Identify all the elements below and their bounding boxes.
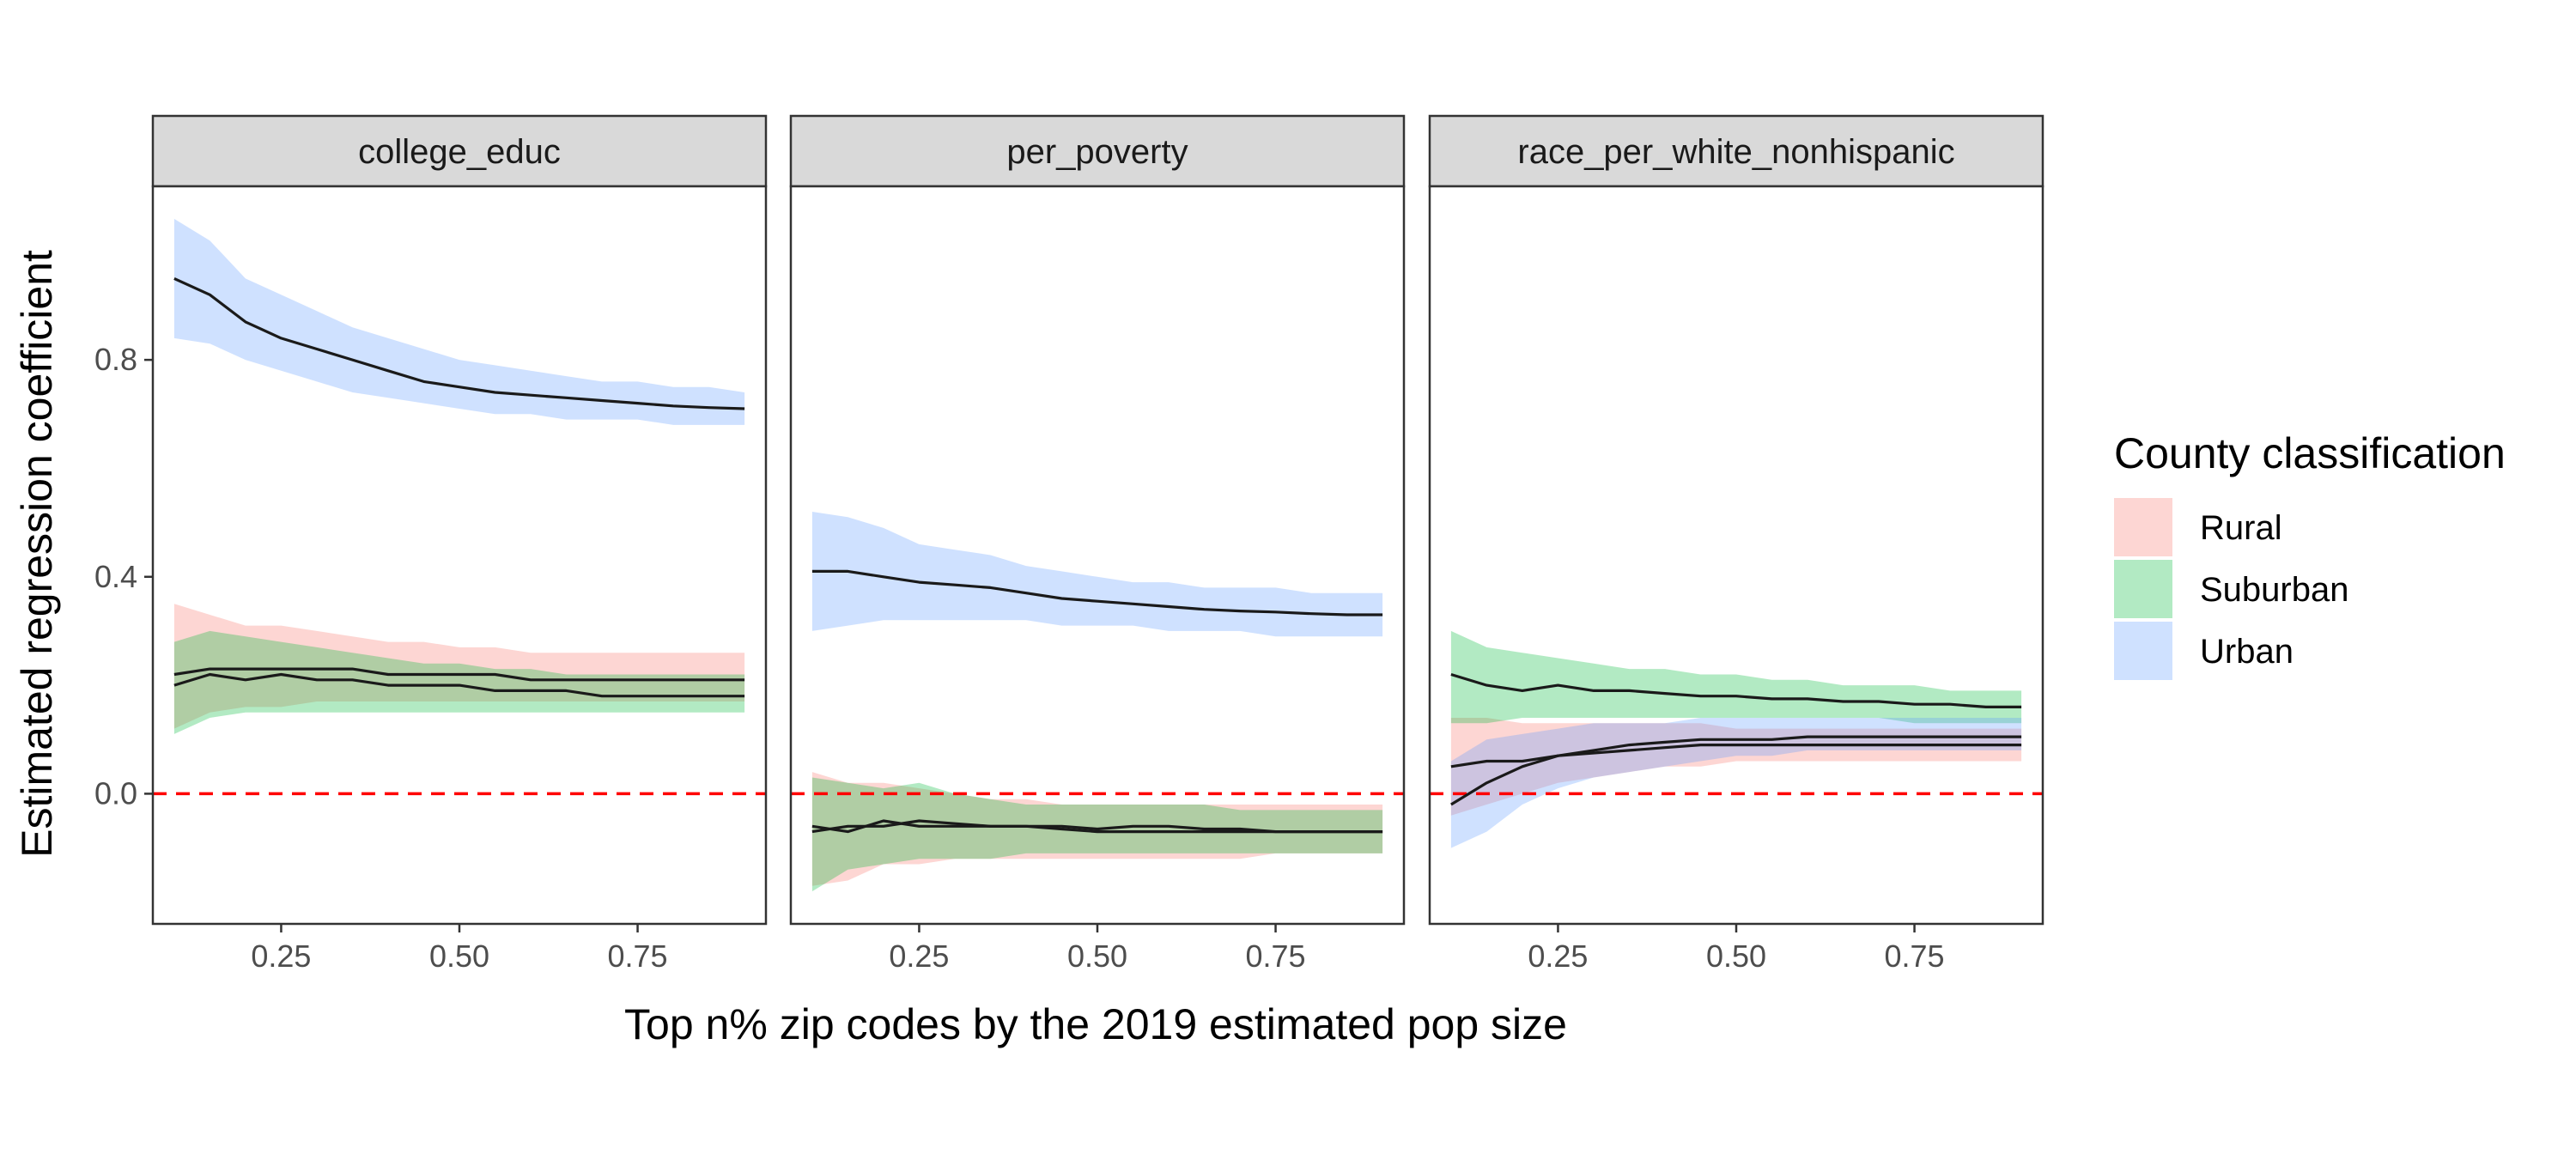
- x-axis-title: Top n% zip codes by the 2019 estimated p…: [624, 1000, 1567, 1048]
- y-axis-title: Estimated regression coefficient: [13, 250, 61, 858]
- facet-strip-label: race_per_white_nonhispanic: [1517, 133, 1954, 171]
- plot-background: [1430, 186, 2043, 924]
- y-tick-label: 0.8: [94, 342, 137, 377]
- facet-strip: [1428, 114, 2044, 188]
- series-line-urban: [811, 569, 1383, 616]
- series-line-suburban: [1450, 672, 2022, 709]
- x-tick-label: 0.75: [1246, 938, 1306, 974]
- x-tick-label: 0.50: [1067, 938, 1127, 974]
- facet-strip-label: per_poverty: [1006, 133, 1188, 171]
- series-line-urban: [1450, 735, 2022, 806]
- series-line-urban: [173, 276, 745, 410]
- ribbon-urban: [811, 512, 1383, 637]
- legend-key-rural: [2114, 498, 2172, 556]
- facet-strip: [151, 114, 768, 188]
- x-tick-label: 0.75: [1885, 938, 1945, 974]
- legend-label-urban: Urban: [2200, 633, 2293, 671]
- series-line-suburban: [811, 819, 1383, 834]
- facet-panels: college_educ 0.25 0.50 0.75 0.0 0.4 0.8 per_pov…: [94, 114, 2044, 974]
- legend: County classification Rural Suburban Urban: [2114, 429, 2506, 680]
- facet-panel-per_poverty: per_poverty 0.25 0.50 0.75: [789, 114, 1406, 974]
- legend-title: County classification: [2114, 429, 2506, 477]
- ribbon-urban: [173, 218, 745, 425]
- legend-key-suburban: [2114, 560, 2172, 618]
- series-line-rural: [1450, 743, 2022, 768]
- facet-strip-label: college_educ: [358, 133, 561, 171]
- x-tick-label: 0.25: [251, 938, 311, 974]
- y-tick-label: 0.4: [94, 559, 137, 594]
- legend-items: Rural Suburban Urban: [2114, 498, 2348, 680]
- plot-background: [153, 186, 766, 924]
- x-tick-label: 0.25: [889, 938, 949, 974]
- x-tick-label: 0.25: [1528, 938, 1588, 974]
- ribbon-suburban: [173, 630, 745, 734]
- x-tick-label: 0.50: [429, 938, 489, 974]
- plot-background: [791, 186, 1404, 924]
- facet-panel-race_per_white_nonhispanic: race_per_white_nonhispanic 0.25 0.50 0.75: [1428, 114, 2044, 974]
- y-tick-label: 0.0: [94, 775, 137, 811]
- ribbon-suburban: [811, 777, 1383, 892]
- x-tick-label: 0.75: [608, 938, 668, 974]
- series-line-rural: [173, 667, 745, 682]
- legend-key-urban: [2114, 622, 2172, 680]
- x-tick-label: 0.50: [1706, 938, 1766, 974]
- facet-strip: [789, 114, 1406, 188]
- legend-label-rural: Rural: [2200, 509, 2282, 547]
- ribbon-rural: [1450, 718, 2022, 816]
- legend-label-suburban: Suburban: [2200, 571, 2348, 609]
- series-line-suburban: [173, 672, 745, 698]
- facet-panel-college_educ: college_educ 0.25 0.50 0.75 0.0 0.4 0.8: [94, 114, 768, 974]
